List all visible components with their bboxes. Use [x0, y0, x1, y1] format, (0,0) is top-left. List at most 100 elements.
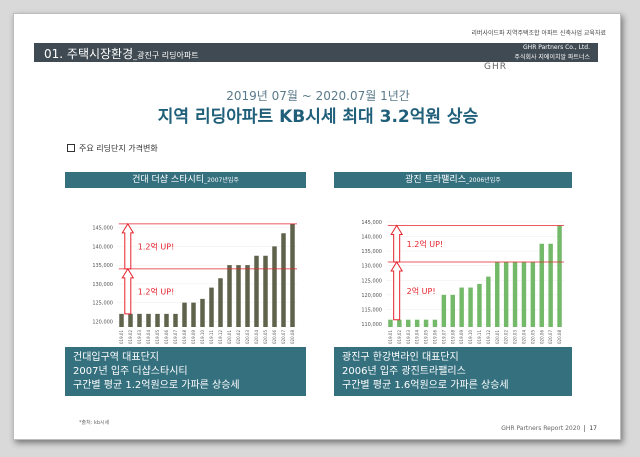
x-tick-label: 2020.08 [290, 330, 295, 344]
y-tick-label: 140,000 [92, 244, 113, 250]
y-tick-label: 120,000 [92, 319, 113, 325]
chart-bar [397, 319, 402, 327]
chart-bar [468, 287, 473, 327]
page-headline: 지역 리딩아파트 KB시세 최대 3.2억원 상승 [157, 107, 479, 127]
chart-bar [263, 255, 268, 327]
x-tick-label: 2019.01 [388, 330, 393, 344]
brand-name-ko: 주식회사 지에이치알 파트너스 [514, 54, 590, 61]
chart-bar [155, 313, 160, 327]
x-tick-label: 2019.04 [415, 330, 420, 344]
section-header: 01. 주택시장환경_광진구 리딩아파트 GHR Partners Co., L… [34, 43, 598, 62]
x-tick-label: 2020.01 [495, 330, 500, 344]
y-tick-label: 130,000 [361, 264, 382, 270]
x-tick-label: 2019.02 [128, 330, 133, 344]
chart-bar [290, 223, 295, 327]
chart-bar [191, 302, 196, 327]
chart-bar [272, 246, 277, 327]
panel-title-trapalace: 광진 트라팰리스_2006년입주 [334, 172, 572, 188]
x-tick-label: 2019.03 [406, 330, 411, 344]
chart-bar [281, 233, 286, 327]
chart-bar [218, 278, 223, 327]
chart-bar [459, 287, 464, 327]
chart-bar [414, 319, 420, 327]
chart-bar [254, 255, 259, 327]
x-tick-label: 2020.07 [548, 330, 553, 344]
chart-bar [486, 276, 491, 327]
section-subheading: 주요 리딩단지 가격변화 [67, 143, 158, 154]
chart-bar [503, 262, 509, 327]
y-tick-label: 145,000 [361, 220, 382, 226]
info-line: 2006년 입주 광진트라팰리스 [342, 366, 466, 377]
x-tick-label: 2019.06 [164, 330, 169, 344]
chart-bar [236, 265, 241, 327]
x-tick-label: 2019.10 [468, 330, 473, 344]
y-tick-label: 125,000 [92, 301, 113, 307]
y-tick-label: 115,000 [361, 307, 382, 313]
x-tick-label: 2020.05 [530, 330, 535, 344]
panel-title-text: 건대 더샵 스타시티 [132, 175, 205, 185]
section-title-main: 01. 주택시장환경 [44, 47, 134, 61]
y-tick-label: 120,000 [361, 293, 382, 299]
chart-bar [521, 262, 527, 327]
info-line: 건대입구역 대표단지 [73, 352, 159, 363]
x-tick-label: 2019.02 [397, 330, 402, 344]
increase-callout: 1.2억 UP! [407, 239, 444, 249]
x-tick-label: 2020.02 [504, 330, 509, 344]
chart-bar [209, 287, 214, 327]
panel-title-starcity: 건대 더샵 스타시티_2007년입주 [65, 172, 306, 188]
x-tick-label: 2020.03 [245, 330, 250, 344]
increase-callout: 1.2억 UP! [138, 241, 175, 251]
infobox-starcity: 건대입구역 대표단지 2007년 입주 더샵스타시티 구간별 평균 1.2억원으… [65, 347, 306, 396]
chart-bar [388, 319, 393, 327]
panel-title-year: _2007년입주 [204, 177, 239, 184]
y-tick-label: 125,000 [361, 278, 382, 284]
x-tick-label: 2019.08 [182, 330, 187, 344]
chart-bar [423, 319, 429, 327]
increase-callout: 2억 UP! [407, 286, 436, 296]
document-note: 리버사이드파 지역주택조합 아파트 신축사업 교육자료 [471, 30, 606, 37]
chart-bar [548, 243, 553, 327]
x-tick-label: 2020.05 [263, 330, 268, 344]
chart-bar [441, 294, 447, 327]
chart-bar [530, 262, 536, 327]
report-name: GHR Partners Report 2020 [501, 425, 581, 432]
brand-box: GHR Partners Co., Ltd. 주식회사 지에이치알 파트너스 [504, 43, 598, 62]
chart-bar [477, 283, 482, 327]
chart-bar [557, 225, 562, 327]
x-tick-label: 2019.08 [450, 330, 455, 344]
y-tick-label: 130,000 [92, 282, 113, 288]
x-tick-label: 2019.07 [441, 330, 446, 344]
source-note: *출처: kb시세 [79, 420, 110, 426]
lower-increase-arrow [121, 267, 135, 315]
info-line: 2007년 입주 더샵스타시티 [73, 366, 188, 377]
chart-bar [200, 298, 205, 327]
x-tick-label: 2020.04 [521, 330, 526, 344]
subheading-text: 주요 리딩단지 가격변화 [79, 144, 158, 153]
x-tick-label: 2020.01 [227, 330, 232, 344]
x-tick-label: 2019.07 [173, 330, 178, 344]
x-tick-label: 2020.07 [281, 330, 286, 344]
infobox-trapalace: 광진구 한강변라인 대표단지 2006년 입주 광진트라팰리스 구간별 평균 1… [334, 347, 572, 396]
x-tick-label: 2019.11 [209, 330, 214, 344]
y-tick-label: 140,000 [361, 234, 382, 240]
page-footer: GHR Partners Report 2020 17 [501, 425, 597, 432]
upper-increase-arrow [390, 224, 404, 263]
section-title: 01. 주택시장환경_광진구 리딩아파트 [44, 45, 199, 62]
x-tick-label: 2020.06 [539, 330, 544, 344]
x-tick-label: 2020.03 [513, 330, 518, 344]
x-tick-label: 2020.06 [272, 330, 277, 344]
brand-name-en: GHR Partners Co., Ltd. [523, 44, 590, 51]
x-tick-label: 2019.03 [137, 330, 142, 344]
x-tick-label: 2019.09 [459, 330, 464, 344]
chart-bar [164, 313, 169, 327]
chart-bar [245, 265, 250, 327]
chart-bar [173, 313, 178, 327]
x-tick-label: 2019.12 [486, 330, 491, 344]
chart-bar [182, 302, 187, 327]
chart-bar [539, 243, 544, 327]
chart-bar [119, 313, 124, 327]
ghr-logo: GHR [484, 62, 507, 72]
upper-increase-arrow [121, 222, 135, 270]
x-tick-label: 2019.11 [477, 330, 482, 344]
chart-bar [406, 319, 411, 327]
